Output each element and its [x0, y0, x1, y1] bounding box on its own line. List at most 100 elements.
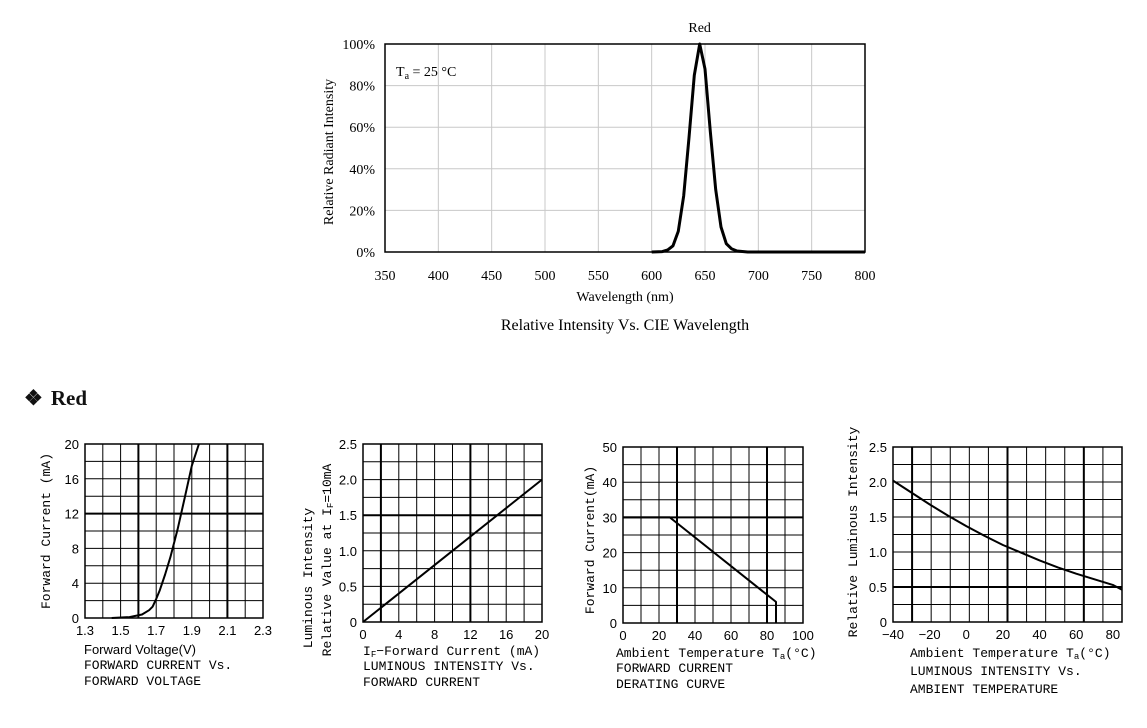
x-tick-label: 0: [359, 627, 366, 642]
y-tick-label: 0: [72, 611, 79, 626]
x-tick-label: −20: [919, 627, 941, 642]
x-tick-label: 500: [535, 269, 556, 284]
y-tick-label: 100%: [342, 38, 375, 53]
x-tick-label: 40: [1032, 627, 1046, 642]
plot-frame: [384, 43, 866, 253]
y-axis-label: Luminous Intensity: [301, 508, 316, 649]
lum_current-series-line: [362, 478, 543, 623]
y-tick-label: 30: [603, 510, 617, 525]
y-tick-label: 2.5: [869, 440, 887, 455]
caption-line: FORWARD VOLTAGE: [84, 674, 201, 689]
y-tick-label: 16: [65, 472, 79, 487]
y-tick-label: 0.5: [869, 580, 887, 595]
y-tick-label: 2.0: [869, 475, 887, 490]
x-tick-label: 550: [588, 269, 609, 284]
y-tick-label: 0: [350, 615, 357, 630]
y-tick-label: 50: [603, 440, 617, 455]
y-tick-label: 80%: [349, 80, 375, 95]
x-tick-label: 700: [748, 269, 769, 284]
x-tick-label: 20: [652, 628, 666, 643]
y-tick-label: 1.5: [869, 510, 887, 525]
section-heading: ❖ Red: [24, 386, 87, 411]
y-axis-label: Forward Current (mA): [39, 453, 54, 609]
x-tick-label: 40: [688, 628, 702, 643]
caption-line: LUMINOUS INTENSITY Vs.: [910, 664, 1082, 679]
x-tick-label: 450: [481, 269, 502, 284]
caption-line: LUMINOUS INTENSITY Vs.: [363, 659, 535, 674]
y-tick-label: 0%: [356, 246, 375, 261]
y-tick-label: 1.5: [339, 508, 357, 523]
x-axis-label: IF−Forward Current (mA): [363, 644, 540, 660]
derating-chart: 0 20 40 60 80 100 0 10 20 30 40 50 Ambient Temperatu…: [583, 440, 817, 692]
x-tick-label: 80: [760, 628, 774, 643]
x-axis-label: Wavelength (nm): [576, 290, 674, 305]
x-tick-label: 20: [535, 627, 549, 642]
iv-series-line: [111, 443, 200, 619]
y-axis-label-2: Relative Value at IF=10mA: [320, 463, 336, 656]
x-tick-label: 650: [695, 269, 716, 284]
x-tick-label: 2.3: [254, 623, 272, 638]
chart-title: Relative Intensity Vs. CIE Wavelength: [501, 317, 749, 334]
y-axis-label: Forward Current(mA): [583, 466, 598, 614]
y-tick-label: 0: [880, 615, 887, 630]
x-tick-label: 60: [1069, 627, 1083, 642]
temperature-annotation: Ta = 25 °C: [396, 65, 456, 82]
y-tick-label: 40: [603, 475, 617, 490]
caption-line: FORWARD CURRENT: [363, 675, 480, 690]
spectrum-series-line: [651, 42, 865, 254]
y-axis-label: Relative Luminous Intensity: [846, 426, 861, 637]
x-tick-label: 1.5: [112, 623, 130, 638]
y-tick-label: 20%: [349, 204, 375, 219]
section-label: Red: [50, 386, 87, 410]
x-axis-label: Ambient Temperature Ta(°C): [910, 646, 1111, 662]
lum_temp-series-line: [892, 479, 1123, 591]
y-tick-label: 2.5: [339, 437, 357, 452]
y-tick-label: 1.0: [339, 544, 357, 559]
spectrum-chart: 350 400 450 500 550 600 650 700 750 800 0% 20% 40% 60…: [322, 21, 876, 334]
y-tick-label: 20: [65, 437, 79, 452]
plot-frame: [622, 446, 804, 624]
y-tick-label: 40%: [349, 163, 375, 178]
diamond-icon: ❖: [24, 386, 43, 410]
plot-frame: [892, 446, 1123, 623]
plot-frame: [362, 443, 543, 623]
x-tick-label: 12: [463, 627, 477, 642]
caption-line: DERATING CURVE: [616, 677, 725, 692]
y-axis-label: Relative Radiant Intensity: [322, 79, 337, 225]
x-tick-label: 8: [431, 627, 438, 642]
derating-series-line: [623, 516, 777, 623]
x-tick-label: 800: [855, 269, 876, 284]
x-tick-label: 1.3: [76, 623, 94, 638]
x-axis-label: Forward Voltage(V): [84, 642, 196, 657]
x-tick-label: 1.9: [183, 623, 201, 638]
y-tick-label: 20: [603, 546, 617, 561]
x-tick-label: 600: [641, 269, 662, 284]
caption-line: AMBIENT TEMPERATURE: [910, 682, 1058, 697]
y-tick-label: 1.0: [869, 545, 887, 560]
y-tick-label: 0: [610, 616, 617, 631]
y-tick-label: 10: [603, 581, 617, 596]
series-label: Red: [688, 21, 711, 36]
y-tick-label: 2.0: [339, 473, 357, 488]
lum_current-chart: 0 4 8 12 16 20 0 0.5 1.0 1.5 2.0 2.5 IF−Forward Curr…: [301, 437, 549, 690]
y-tick-label: 0.5: [339, 579, 357, 594]
x-tick-label: 16: [499, 627, 513, 642]
x-tick-label: 60: [724, 628, 738, 643]
x-tick-label: 750: [801, 269, 822, 284]
x-tick-label: 0: [963, 627, 970, 642]
x-tick-label: 350: [375, 269, 396, 284]
y-tick-label: 60%: [349, 121, 375, 136]
x-tick-label: 1.7: [147, 623, 165, 638]
y-tick-label: 8: [72, 541, 79, 556]
x-tick-label: 100: [792, 628, 814, 643]
x-tick-label: 0: [619, 628, 626, 643]
x-tick-label: 2.1: [218, 623, 236, 638]
y-tick-label: 12: [65, 507, 79, 522]
x-tick-label: 400: [428, 269, 449, 284]
y-tick-label: 4: [72, 576, 79, 591]
caption-line: FORWARD CURRENT: [616, 661, 733, 676]
x-tick-label: 20: [996, 627, 1010, 642]
lum_temp-chart: −40 −20 0 20 40 60 80 0 0.5 1.0 1.5 2.0 2.5 Ambient T…: [846, 426, 1123, 697]
x-axis-label: Ambient Temperature Ta(°C): [616, 646, 817, 662]
